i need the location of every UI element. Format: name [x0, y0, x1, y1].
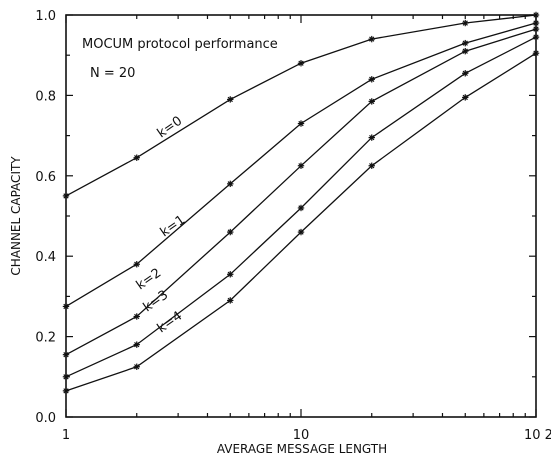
series-line-k4 — [65, 52, 537, 392]
data-point — [297, 228, 305, 236]
data-point — [227, 297, 234, 304]
y-tick-label: 0.8 — [35, 89, 56, 104]
data-point — [532, 19, 540, 27]
data-point — [297, 204, 305, 212]
data-point — [133, 363, 140, 370]
data-point — [133, 261, 140, 268]
data-point — [368, 162, 375, 169]
x-axis-title: AVERAGE MESSAGE LENGTH — [217, 442, 387, 456]
series-line-k2 — [65, 28, 537, 356]
data-point — [133, 341, 140, 348]
x-tick-label: 10 2 — [524, 428, 551, 443]
y-axis: 0.0 0.2 0.4 0.6 0.8 1.0 — [35, 9, 536, 426]
y-tick-label: 0.4 — [35, 250, 56, 265]
series-group — [62, 11, 540, 395]
data-point — [532, 49, 540, 57]
y-tick-label: 0.0 — [35, 411, 56, 426]
data-point — [462, 19, 469, 27]
series-label-k3: k=3 — [141, 288, 171, 316]
series-label-k4: k=4 — [155, 309, 185, 337]
data-point — [227, 96, 234, 103]
data-point — [368, 98, 375, 105]
y-axis-title: CHANNEL CAPACITY — [9, 156, 23, 276]
data-point — [227, 271, 234, 278]
annotation-n: N = 20 — [90, 66, 135, 81]
data-point — [62, 192, 70, 200]
series-label-k1: k=1 — [158, 213, 188, 241]
x-tick-label: 1 — [62, 428, 70, 443]
data-point — [368, 76, 375, 83]
data-point — [297, 120, 305, 127]
data-point — [297, 162, 305, 169]
data-point — [368, 35, 375, 43]
x-tick-label: 10 — [293, 428, 310, 443]
data-point — [368, 134, 375, 141]
data-point — [227, 180, 234, 188]
data-point — [62, 351, 70, 358]
data-point — [462, 47, 469, 55]
x-axis: 1 10 10 2 — [62, 15, 551, 443]
data-point — [532, 33, 540, 41]
data-point — [297, 60, 305, 67]
data-point — [532, 25, 540, 33]
data-point — [133, 313, 140, 320]
y-tick-label: 0.2 — [35, 331, 56, 346]
data-point — [532, 11, 540, 19]
data-point — [62, 303, 70, 310]
annotation-title: MOCUM protocol performance — [82, 37, 278, 52]
data-point — [62, 373, 70, 380]
data-point — [462, 94, 469, 101]
data-point — [462, 70, 469, 77]
data-point — [133, 154, 140, 161]
data-point — [227, 228, 234, 236]
y-tick-label: 0.6 — [35, 170, 56, 185]
data-point — [62, 387, 70, 395]
data-point — [462, 39, 469, 47]
y-tick-label: 1.0 — [35, 9, 56, 24]
